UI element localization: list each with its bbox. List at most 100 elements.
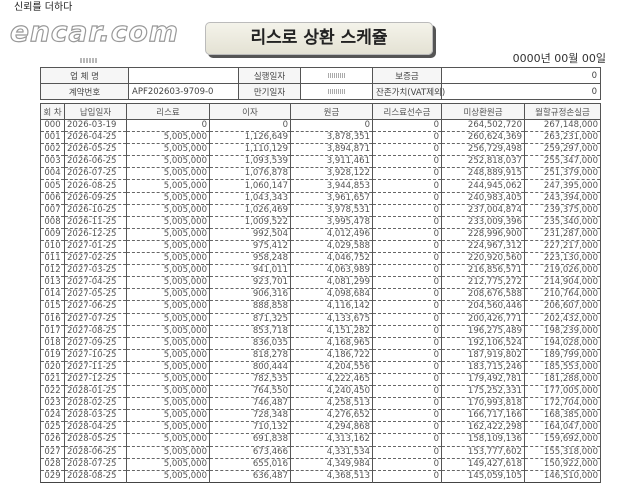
table-cell: 5,005,000 xyxy=(126,313,210,326)
table-cell: 4,098,684 xyxy=(290,288,373,302)
company-value xyxy=(128,67,239,84)
table-cell: 1,060,147 xyxy=(209,179,291,193)
table-cell: 923,701 xyxy=(209,276,291,290)
table-cell: 958,248 xyxy=(209,252,291,266)
table-cell: 009 xyxy=(40,228,65,241)
table-cell: 5,005,000 xyxy=(126,143,210,157)
table-cell: 4,258,513 xyxy=(290,397,373,411)
table-row: 012 2027-03-25 5,005,000 941,011 4,063,989 0 2… xyxy=(40,264,601,278)
table-cell: 4,081,299 xyxy=(290,276,373,290)
column-header: 이자 xyxy=(209,103,291,120)
table-cell: 0 xyxy=(372,192,442,205)
column-header: 원금 xyxy=(290,103,373,120)
table-cell: 836,035 xyxy=(209,337,291,350)
table-cell: 2026-10-25 xyxy=(64,204,127,217)
table-cell: 0 xyxy=(372,373,442,387)
table-cell: 206,607,000 xyxy=(524,300,601,314)
table-cell: 223,130,000 xyxy=(524,252,601,266)
table-cell: 0 xyxy=(372,458,442,471)
table-cell: 906,316 xyxy=(209,288,291,302)
table-row: 029 2028-08-25 5,005,000 636,487 4,368,513 0 1… xyxy=(40,470,601,483)
table-cell: 1,043,343 xyxy=(209,192,291,205)
table-cell: 202,432,000 xyxy=(524,313,601,326)
table-cell: 001 xyxy=(40,131,65,145)
table-cell: 231,287,000 xyxy=(524,228,601,241)
table-cell: 021 xyxy=(40,373,65,387)
table-cell: 172,704,000 xyxy=(524,397,601,411)
table-cell: 028 xyxy=(40,458,65,471)
table-cell: 185,553,000 xyxy=(524,361,601,374)
table-cell: 017 xyxy=(40,325,65,338)
table-cell: 025 xyxy=(40,421,65,435)
table-cell: 239,375,000 xyxy=(524,204,601,217)
table-cell: 5,005,000 xyxy=(126,458,210,471)
table-row: 025 2028-04-25 5,005,000 710,132 4,294,868 0 1… xyxy=(40,421,601,435)
table-cell: 2026-03-19 xyxy=(64,119,127,133)
table-cell: 026 xyxy=(40,433,65,447)
table-cell: 0 xyxy=(372,446,442,459)
table-row: 005 2026-08-25 5,005,000 1,060,147 3,944,853… xyxy=(40,179,601,193)
table-cell: 4,349,984 xyxy=(290,458,373,471)
print-date: 0000년 00월 00일 xyxy=(512,52,606,65)
table-row: 008 2026-11-25 5,005,000 1,009,522 3,995,478… xyxy=(40,216,601,229)
encar-logo: encar.com xyxy=(9,14,179,48)
table-cell: 016 xyxy=(40,313,65,326)
table-cell: 000 xyxy=(40,119,65,133)
table-cell: 5,005,000 xyxy=(126,240,210,254)
table-cell: 2028-06-25 xyxy=(64,446,127,459)
table-cell: 1,126,649 xyxy=(209,131,291,145)
table-cell: 2027-08-25 xyxy=(64,325,127,338)
table-cell: 027 xyxy=(40,446,65,459)
table-cell: 0 xyxy=(372,385,442,399)
table-cell: 0 xyxy=(372,228,442,241)
table-cell: 0 xyxy=(372,349,442,362)
table-cell: 5,005,000 xyxy=(126,288,210,302)
table-cell: 252,818,037 xyxy=(441,155,525,169)
table-row: 026 2028-05-25 5,005,000 691,838 4,313,162 0 1… xyxy=(40,433,601,447)
table-cell: 2026-04-25 xyxy=(64,131,127,145)
table-cell: 240,983,405 xyxy=(441,192,525,205)
table-cell: 198,239,000 xyxy=(524,325,601,338)
info-row: 업 체 명 실행일자 보증금 0 xyxy=(40,67,601,84)
table-cell: 002 xyxy=(40,143,65,157)
table-cell: 1,009,522 xyxy=(209,216,291,229)
table-cell: 655,016 xyxy=(209,458,291,471)
table-cell: 228,996,900 xyxy=(441,228,525,241)
table-cell: 4,368,513 xyxy=(290,470,373,483)
table-cell: 248,889,915 xyxy=(441,167,525,181)
maturity-label: 만기일자 xyxy=(238,83,301,100)
table-cell: 2026-05-25 xyxy=(64,143,127,157)
table-row: 020 2027-11-25 5,005,000 800,444 4,204,556 0 1… xyxy=(40,361,601,374)
table-cell: 4,116,142 xyxy=(290,300,373,314)
table-cell: 187,919,802 xyxy=(441,349,525,362)
table-cell: 023 xyxy=(40,397,65,411)
table-cell: 2027-01-25 xyxy=(64,240,127,254)
table-cell: 006 xyxy=(40,192,65,205)
table-cell: 003 xyxy=(40,155,65,169)
table-cell: 2027-12-25 xyxy=(64,373,127,387)
table-cell: 263,231,000 xyxy=(524,131,601,145)
table-cell: 3,961,657 xyxy=(290,192,373,205)
table-cell: 259,297,000 xyxy=(524,143,601,157)
table-cell: 5,005,000 xyxy=(126,264,210,278)
deposit-label: 보증금 xyxy=(372,67,442,84)
table-cell: 0 xyxy=(372,421,442,435)
table-row: 022 2028-01-25 5,005,000 764,550 4,240,450 0 1… xyxy=(40,385,601,399)
table-cell: 005 xyxy=(40,179,65,193)
table-cell: 150,922,000 xyxy=(524,458,601,471)
table-cell: 5,005,000 xyxy=(126,421,210,435)
table-cell: 0 xyxy=(372,240,442,254)
table-cell: 255,347,000 xyxy=(524,155,601,169)
table-row: 000 2026-03-19 0 0 0 0 264,502,720 267,148,000 xyxy=(40,119,601,133)
table-cell: 2026-07-25 xyxy=(64,167,127,181)
table-cell: 247,395,000 xyxy=(524,179,601,193)
table-cell: 183,715,246 xyxy=(441,361,525,374)
table-cell: 204,560,446 xyxy=(441,300,525,314)
residual-label: 잔존가치(VAT제외) xyxy=(372,83,445,100)
table-cell: 0 xyxy=(372,470,442,483)
table-cell: 164,047,000 xyxy=(524,421,601,435)
table-cell: 170,993,818 xyxy=(441,397,525,411)
page-title: 리스로 상환 스케쥴 xyxy=(205,22,433,55)
table-cell: 728,348 xyxy=(209,409,291,423)
table-cell: 010 xyxy=(40,240,65,254)
